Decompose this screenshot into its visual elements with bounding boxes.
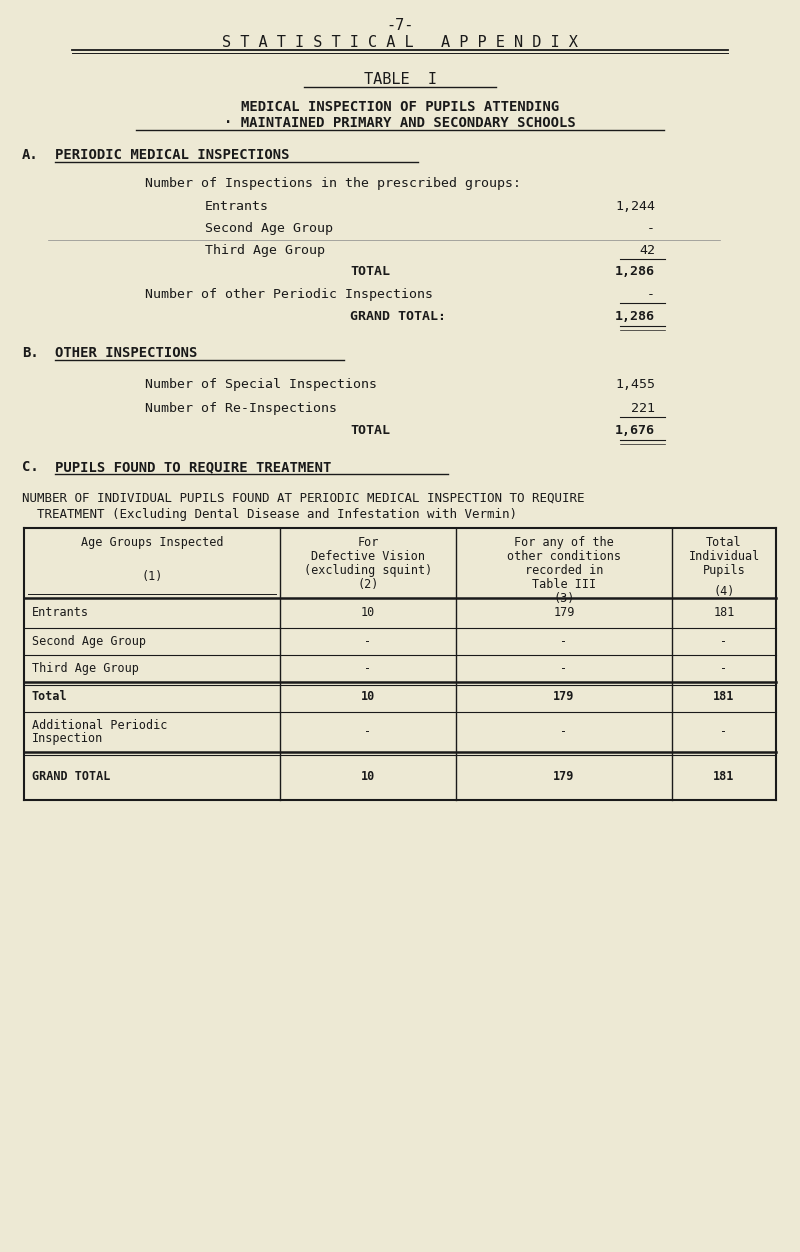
- Text: 179: 179: [554, 691, 574, 704]
- Text: NUMBER OF INDIVIDUAL PUPILS FOUND AT PERIODIC MEDICAL INSPECTION TO REQUIRE: NUMBER OF INDIVIDUAL PUPILS FOUND AT PER…: [22, 492, 585, 505]
- Text: -: -: [721, 662, 727, 675]
- Text: Entrants: Entrants: [32, 606, 89, 620]
- Text: S T A T I S T I C A L   A P P E N D I X: S T A T I S T I C A L A P P E N D I X: [222, 35, 578, 50]
- Text: recorded in: recorded in: [525, 563, 603, 577]
- Text: · MAINTAINED PRIMARY AND SECONDARY SCHOOLS: · MAINTAINED PRIMARY AND SECONDARY SCHOO…: [224, 116, 576, 130]
- Text: Age Groups Inspected: Age Groups Inspected: [81, 536, 223, 548]
- Text: -: -: [647, 288, 655, 300]
- Text: -7-: -7-: [386, 18, 414, 33]
- Text: 42: 42: [639, 244, 655, 257]
- Text: -: -: [365, 635, 371, 649]
- Text: Total: Total: [706, 536, 742, 548]
- Text: PUPILS FOUND TO REQUIRE TREATMENT: PUPILS FOUND TO REQUIRE TREATMENT: [55, 459, 331, 475]
- Text: 1,244: 1,244: [615, 200, 655, 213]
- Text: Additional Periodic: Additional Periodic: [32, 719, 167, 732]
- Text: TREATMENT (Excluding Dental Disease and Infestation with Vermin): TREATMENT (Excluding Dental Disease and …: [22, 508, 517, 521]
- Text: B.: B.: [22, 346, 38, 361]
- Text: -: -: [561, 635, 567, 649]
- Text: -: -: [561, 725, 567, 739]
- Text: -: -: [721, 725, 727, 739]
- Text: (2): (2): [358, 578, 378, 591]
- Text: GRAND TOTAL: GRAND TOTAL: [32, 770, 110, 782]
- Text: 181: 181: [714, 606, 734, 620]
- Text: Defective Vision: Defective Vision: [311, 550, 425, 563]
- Text: -: -: [365, 662, 371, 675]
- Text: (4): (4): [714, 585, 734, 598]
- Text: 181: 181: [714, 770, 734, 782]
- Text: (excluding squint): (excluding squint): [304, 563, 432, 577]
- Text: (3): (3): [554, 592, 574, 605]
- Text: 1,286: 1,286: [615, 310, 655, 323]
- Text: Number of Re-Inspections: Number of Re-Inspections: [145, 402, 337, 414]
- Text: other conditions: other conditions: [507, 550, 621, 563]
- Text: TOTAL: TOTAL: [350, 424, 390, 437]
- Text: For: For: [358, 536, 378, 548]
- Text: TOTAL: TOTAL: [350, 265, 390, 278]
- Text: 10: 10: [361, 691, 375, 704]
- Text: Individual: Individual: [688, 550, 760, 563]
- Text: 179: 179: [554, 606, 574, 620]
- Text: Number of other Periodic Inspections: Number of other Periodic Inspections: [145, 288, 433, 300]
- Text: Table III: Table III: [532, 578, 596, 591]
- Text: 10: 10: [361, 606, 375, 620]
- Text: 1,676: 1,676: [615, 424, 655, 437]
- Text: For any of the: For any of the: [514, 536, 614, 548]
- Text: 179: 179: [554, 770, 574, 782]
- Text: Inspection: Inspection: [32, 732, 103, 745]
- Text: Second Age Group: Second Age Group: [205, 222, 333, 235]
- Text: Second Age Group: Second Age Group: [32, 635, 146, 649]
- Text: 10: 10: [361, 770, 375, 782]
- Text: Pupils: Pupils: [702, 563, 746, 577]
- Text: -: -: [365, 725, 371, 739]
- Text: -: -: [647, 222, 655, 235]
- Text: (1): (1): [142, 570, 162, 583]
- Text: Entrants: Entrants: [205, 200, 269, 213]
- Text: 1,286: 1,286: [615, 265, 655, 278]
- Text: Number of Inspections in the prescribed groups:: Number of Inspections in the prescribed …: [145, 177, 521, 190]
- Text: Number of Special Inspections: Number of Special Inspections: [145, 378, 377, 391]
- Text: OTHER INSPECTIONS: OTHER INSPECTIONS: [55, 346, 198, 361]
- Text: 181: 181: [714, 691, 734, 704]
- Text: -: -: [561, 662, 567, 675]
- Text: Third Age Group: Third Age Group: [32, 662, 139, 675]
- Text: 1,455: 1,455: [615, 378, 655, 391]
- Text: Third Age Group: Third Age Group: [205, 244, 325, 257]
- Text: C.: C.: [22, 459, 38, 475]
- Text: A.: A.: [22, 148, 38, 162]
- Text: Total: Total: [32, 691, 68, 704]
- Text: -: -: [721, 635, 727, 649]
- Text: GRAND TOTAL:: GRAND TOTAL:: [350, 310, 446, 323]
- Text: MEDICAL INSPECTION OF PUPILS ATTENDING: MEDICAL INSPECTION OF PUPILS ATTENDING: [241, 100, 559, 114]
- Text: TABLE  I: TABLE I: [363, 73, 437, 86]
- Text: 221: 221: [631, 402, 655, 414]
- Text: PERIODIC MEDICAL INSPECTIONS: PERIODIC MEDICAL INSPECTIONS: [55, 148, 290, 162]
